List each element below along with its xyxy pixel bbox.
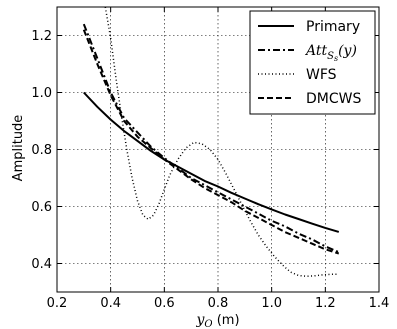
series-line-dmcws (82, 29, 340, 255)
legend-att-subsub: s (334, 54, 338, 63)
tick-marks (56, 7, 380, 292)
legend-label-att: AttSs(y) (304, 43, 357, 63)
series-line-att (82, 23, 340, 254)
x-tick-label: 0.2 (47, 296, 68, 311)
tick-labels: 0.2 0.4 0.6 0.8 1.0 1.2 1.4 0.4 0.6 0.8 1.0 1.2 (31, 29, 389, 311)
legend-box (249, 10, 376, 115)
x-tick-label: 1.2 (315, 296, 336, 311)
y-tick-label: 1.0 (31, 86, 52, 101)
x-tick-label: 1.0 (261, 296, 282, 311)
x-axis-variable: y (195, 312, 205, 328)
legend-label-primary: Primary (306, 19, 360, 35)
legend-att-var: Att (304, 43, 327, 59)
y-tick-label: 0.8 (31, 143, 52, 158)
y-tick-label: 1.2 (31, 29, 52, 44)
series-line-primary (83, 91, 340, 233)
x-tick-label: 1.4 (369, 296, 390, 311)
legend-att-sub: S (327, 51, 334, 62)
y-tick-label: 0.4 (31, 257, 52, 272)
legend: Primary AttSs(y) WFS DMCWS (249, 10, 376, 115)
x-axis-variable-subscript: O (204, 319, 212, 329)
series-line-wfs (104, 7, 339, 278)
x-axis-unit: (m) (213, 313, 240, 328)
legend-label-dmcws: DMCWS (306, 91, 361, 107)
legend-label-wfs: WFS (306, 67, 337, 83)
y-tick-label: 0.6 (31, 200, 52, 215)
x-axis-label: yO (m) (195, 312, 239, 329)
x-tick-label: 0.4 (100, 296, 121, 311)
x-tick-label: 0.6 (154, 296, 175, 311)
y-axis-label: Amplitude (11, 115, 26, 182)
series-lines (82, 7, 340, 278)
legend-att-arg: (y) (338, 43, 357, 59)
x-tick-label: 0.8 (208, 296, 229, 311)
